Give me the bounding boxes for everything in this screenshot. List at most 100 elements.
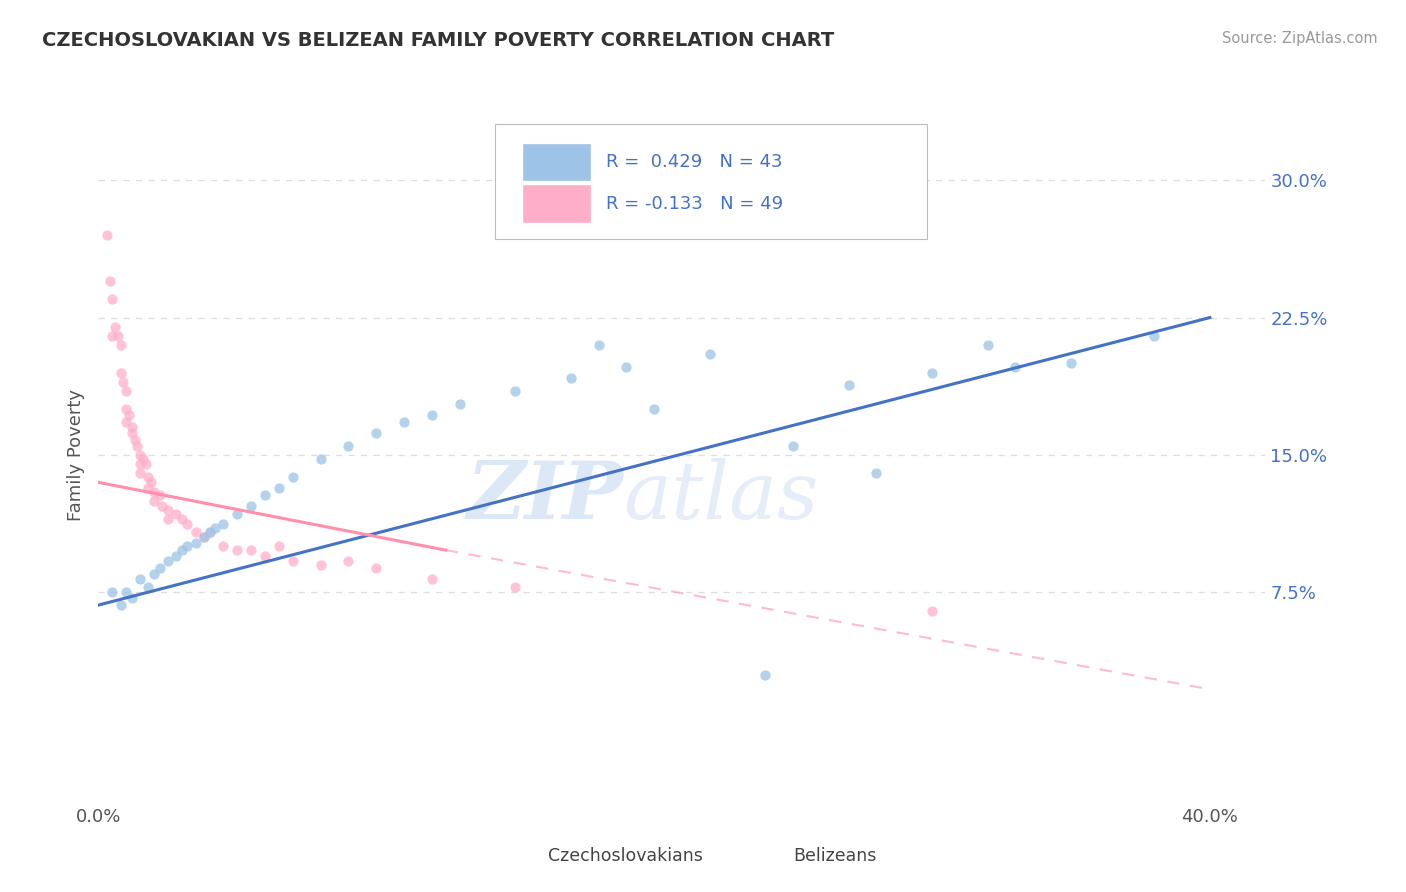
Point [129, 448, 152, 462]
Point [420, 573, 443, 587]
Point [754, 667, 776, 681]
Point [112, 375, 135, 389]
Point [156, 554, 179, 568]
Point [138, 580, 160, 594]
Point [129, 457, 152, 471]
Point [240, 543, 263, 558]
Point [921, 603, 943, 617]
FancyBboxPatch shape [522, 143, 591, 181]
FancyBboxPatch shape [499, 843, 538, 869]
Point [115, 415, 138, 429]
Point [176, 540, 198, 554]
Point [138, 481, 160, 495]
Point [124, 434, 146, 448]
FancyBboxPatch shape [744, 843, 783, 869]
Point [121, 420, 143, 434]
Point [921, 366, 943, 380]
Point [143, 566, 166, 581]
Point [281, 554, 304, 568]
Point [115, 585, 138, 599]
Point [118, 408, 141, 422]
Text: ZIP: ZIP [467, 458, 623, 535]
Point [165, 549, 187, 563]
Point [170, 512, 193, 526]
Point [198, 524, 221, 539]
Point [156, 503, 179, 517]
Text: CZECHOSLOVAKIAN VS BELIZEAN FAMILY POVERTY CORRELATION CHART: CZECHOSLOVAKIAN VS BELIZEAN FAMILY POVER… [42, 31, 834, 50]
Point [110, 598, 132, 612]
Point [281, 470, 304, 484]
Point [148, 488, 170, 502]
Point [115, 384, 138, 398]
Point [141, 475, 163, 490]
Point [150, 499, 173, 513]
Point [1004, 359, 1026, 374]
Point [96, 228, 118, 243]
Point [226, 543, 249, 558]
Point [127, 439, 149, 453]
Point [503, 384, 526, 398]
Point [366, 561, 388, 575]
Point [503, 580, 526, 594]
Point [1143, 329, 1166, 343]
Point [240, 499, 263, 513]
Point [107, 329, 129, 343]
Point [337, 554, 360, 568]
Point [449, 397, 471, 411]
Point [267, 540, 290, 554]
Point [254, 549, 277, 563]
Y-axis label: Family Poverty: Family Poverty [66, 389, 84, 521]
Point [267, 481, 290, 495]
Point [337, 439, 360, 453]
Point [226, 507, 249, 521]
Point [193, 530, 215, 544]
Point [110, 338, 132, 352]
Point [212, 517, 235, 532]
Point [184, 536, 207, 550]
Point [115, 402, 138, 417]
Point [101, 293, 124, 307]
Point [121, 425, 143, 440]
Point [392, 415, 415, 429]
Point [104, 319, 127, 334]
Point [170, 543, 193, 558]
Point [782, 439, 804, 453]
Point [560, 371, 582, 385]
Text: Czechoslovakians: Czechoslovakians [548, 847, 703, 864]
Point [176, 517, 198, 532]
Text: R = -0.133   N = 49: R = -0.133 N = 49 [606, 194, 783, 213]
Point [156, 512, 179, 526]
Text: R =  0.429   N = 43: R = 0.429 N = 43 [606, 153, 783, 171]
Point [101, 585, 124, 599]
Point [135, 457, 157, 471]
Point [184, 524, 207, 539]
Point [643, 402, 665, 417]
FancyBboxPatch shape [495, 125, 927, 239]
Point [110, 366, 132, 380]
Point [143, 493, 166, 508]
Point [143, 484, 166, 499]
Point [1060, 356, 1083, 370]
Point [865, 467, 887, 481]
Point [366, 425, 388, 440]
FancyBboxPatch shape [522, 185, 591, 223]
Text: atlas: atlas [623, 458, 818, 535]
Point [129, 573, 152, 587]
Point [976, 338, 998, 352]
Point [129, 467, 152, 481]
Point [309, 558, 332, 572]
Point [204, 521, 226, 535]
Point [148, 561, 170, 575]
Point [138, 470, 160, 484]
Text: Belizeans: Belizeans [793, 847, 876, 864]
Point [121, 591, 143, 605]
Point [309, 451, 332, 466]
Point [254, 488, 277, 502]
Point [212, 540, 235, 554]
Text: Source: ZipAtlas.com: Source: ZipAtlas.com [1222, 31, 1378, 46]
Point [101, 329, 124, 343]
Point [193, 530, 215, 544]
Point [165, 507, 187, 521]
Point [699, 347, 721, 361]
Point [614, 359, 637, 374]
